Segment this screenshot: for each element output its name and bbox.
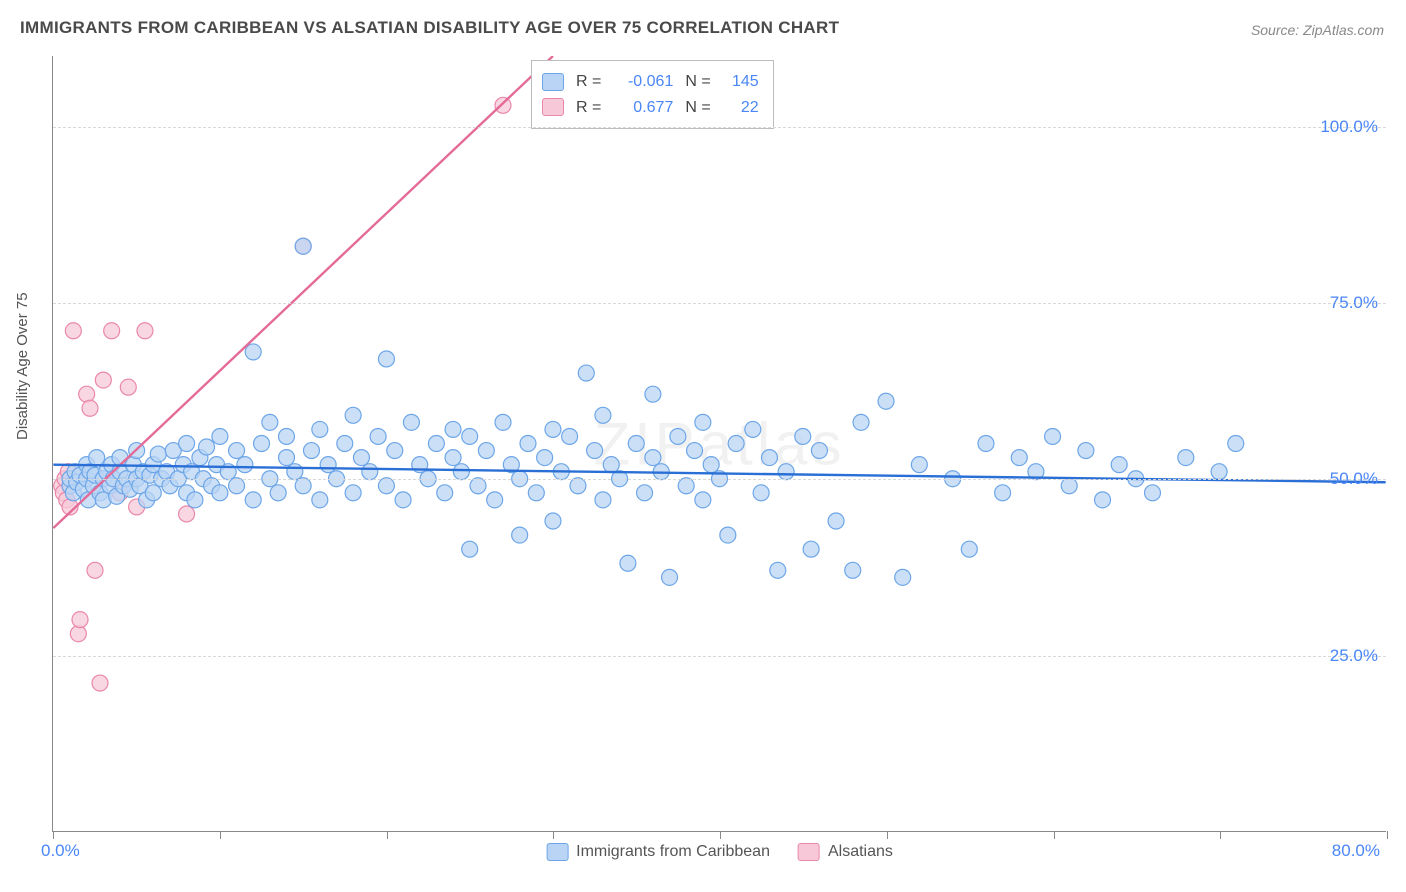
bottom-legend: Immigrants from Caribbean Alsatians: [546, 843, 893, 861]
legend-label: Alsatians: [828, 843, 893, 861]
gridline: [53, 127, 1386, 128]
gridline: [53, 656, 1386, 657]
x-tick: [1387, 831, 1388, 839]
scatter-svg: [53, 56, 1386, 831]
gridline: [53, 479, 1386, 480]
r-label: R =: [576, 69, 601, 95]
stats-row-alsatians: R = 0.677 N = 22: [542, 95, 759, 121]
r-label: R =: [576, 95, 601, 121]
x-tick: [553, 831, 554, 839]
swatch-alsatians: [798, 843, 820, 861]
x-tick: [1220, 831, 1221, 839]
n-label: N =: [685, 95, 710, 121]
y-tick-label: 25.0%: [1330, 646, 1378, 666]
x-tick: [220, 831, 221, 839]
x-min-label: 0.0%: [41, 841, 80, 861]
x-max-label: 80.0%: [1332, 841, 1380, 861]
plot-area: ZIPatlas R = -0.061 N = 145 R = 0.677 N …: [52, 56, 1386, 832]
y-tick-label: 50.0%: [1330, 469, 1378, 489]
swatch-alsatians: [542, 98, 564, 116]
n-value-alsatians: 22: [719, 95, 759, 121]
x-tick: [720, 831, 721, 839]
stats-row-caribbean: R = -0.061 N = 145: [542, 69, 759, 95]
x-tick: [53, 831, 54, 839]
chart-title: IMMIGRANTS FROM CARIBBEAN VS ALSATIAN DI…: [20, 18, 839, 38]
r-value-alsatians: 0.677: [609, 95, 673, 121]
r-value-caribbean: -0.061: [609, 69, 673, 95]
stats-box: R = -0.061 N = 145 R = 0.677 N = 22: [531, 60, 774, 129]
x-tick: [887, 831, 888, 839]
swatch-caribbean: [542, 73, 564, 91]
y-tick-label: 75.0%: [1330, 293, 1378, 313]
legend-item-alsatians: Alsatians: [798, 843, 893, 861]
gridline: [53, 303, 1386, 304]
legend-label: Immigrants from Caribbean: [576, 843, 770, 861]
legend-item-caribbean: Immigrants from Caribbean: [546, 843, 770, 861]
x-tick: [1054, 831, 1055, 839]
y-tick-label: 100.0%: [1320, 117, 1378, 137]
y-axis-label: Disability Age Over 75: [14, 292, 31, 440]
n-label: N =: [685, 69, 710, 95]
x-tick: [387, 831, 388, 839]
source-label: Source: ZipAtlas.com: [1251, 22, 1384, 38]
chart-container: IMMIGRANTS FROM CARIBBEAN VS ALSATIAN DI…: [0, 0, 1406, 892]
swatch-caribbean: [546, 843, 568, 861]
watermark: ZIPatlas: [593, 409, 845, 478]
n-value-caribbean: 145: [719, 69, 759, 95]
